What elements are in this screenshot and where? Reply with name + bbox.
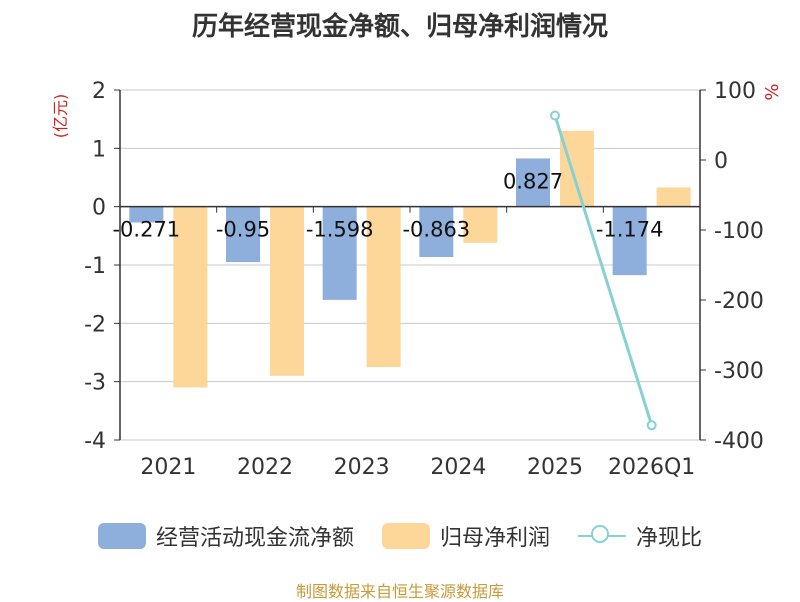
point-cash-ratio xyxy=(550,110,560,121)
bar-operating-cash-flow xyxy=(322,206,357,300)
bar-operating-cash-flow xyxy=(419,206,454,258)
data-label: -1.174 xyxy=(596,218,664,242)
line-cash-ratio xyxy=(553,115,654,426)
y-left-tick-label: -2 xyxy=(84,312,106,337)
x-tick-label: 2025 xyxy=(527,455,583,480)
y-right-tick-label: -400 xyxy=(714,429,764,454)
y-left-tick-label: 2 xyxy=(92,79,106,104)
chart-title: 历年经营现金净额、归母净利润情况 xyxy=(191,12,608,42)
y-left-tick-label: -4 xyxy=(84,429,106,454)
legend-label-cash-ratio: 净现比 xyxy=(636,526,703,551)
data-label: -0.95 xyxy=(216,218,270,242)
y-right-tick-label: -200 xyxy=(714,289,764,314)
source-note: 制图数据来自恒生聚源数据库 xyxy=(295,582,504,601)
legend-item-cash-ratio[interactable]: 净现比 xyxy=(578,520,702,552)
legend-swatch-operating-cash-flow xyxy=(97,523,146,549)
y-left-tick-label: 0 xyxy=(92,196,106,221)
y-right-tick-label: -300 xyxy=(714,359,764,384)
data-label: -0.863 xyxy=(402,218,470,242)
bar-net-profit xyxy=(173,206,208,388)
x-tick-label: 2026Q1 xyxy=(608,455,695,480)
y-right-unit: % xyxy=(762,83,783,100)
x-tick-label: 2023 xyxy=(334,455,390,480)
bar-operating-cash-flow xyxy=(129,206,164,223)
legend-item-operating-cash-flow[interactable]: 经营活动现金流净额 xyxy=(97,520,354,552)
y-left-tick-label: -3 xyxy=(84,371,106,396)
bar-net-profit xyxy=(560,130,594,207)
bar-net-profit xyxy=(463,206,498,243)
bar-net-profit xyxy=(656,187,691,207)
y-left-tick-label: -1 xyxy=(84,254,106,279)
legend-swatch-net-profit xyxy=(381,523,430,549)
y-right-tick-label: 100 xyxy=(714,79,756,104)
data-label: -1.598 xyxy=(306,218,374,242)
bar-net-profit xyxy=(270,206,304,376)
y-right-tick-label: -100 xyxy=(714,219,764,244)
data-label: -0.271 xyxy=(112,218,180,242)
data-label: 0.827 xyxy=(503,169,563,193)
y-left-unit: (亿元) xyxy=(51,94,70,139)
x-tick-label: 2022 xyxy=(237,455,293,480)
bar-operating-cash-flow xyxy=(226,206,260,263)
point-cash-ratio xyxy=(646,420,657,431)
y-right-tick-label: 0 xyxy=(714,149,728,174)
legend-item-net-profit[interactable]: 归母净利润 xyxy=(381,520,550,552)
x-tick-label: 2024 xyxy=(430,455,486,480)
bar-net-profit xyxy=(366,206,401,368)
legend-label-net-profit: 归母净利润 xyxy=(439,526,550,551)
bar-operating-cash-flow xyxy=(612,206,647,276)
bar-operating-cash-flow xyxy=(516,158,550,207)
legend: 经营活动现金流净额 归母净利润 净现比 xyxy=(0,516,800,556)
legend-label-operating-cash-flow: 经营活动现金流净额 xyxy=(155,526,354,551)
x-tick-label: 2021 xyxy=(140,455,196,480)
y-left-tick-label: 1 xyxy=(92,137,106,162)
legend-swatch-cash-ratio xyxy=(578,523,626,549)
